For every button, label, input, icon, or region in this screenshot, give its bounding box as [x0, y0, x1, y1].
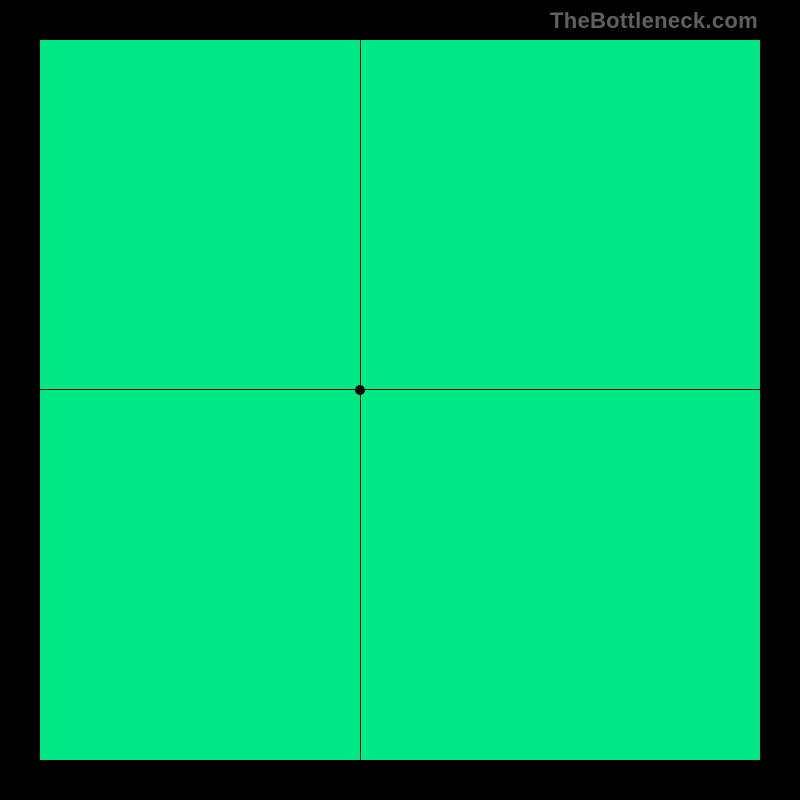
- crosshair-vertical: [360, 40, 361, 760]
- crosshair-horizontal: [40, 389, 760, 390]
- heatmap-plot: [40, 40, 760, 760]
- intersection-marker: [355, 385, 365, 395]
- chart-frame: TheBottleneck.com: [0, 0, 800, 800]
- heatmap-canvas: [40, 40, 760, 760]
- watermark-text: TheBottleneck.com: [550, 8, 758, 34]
